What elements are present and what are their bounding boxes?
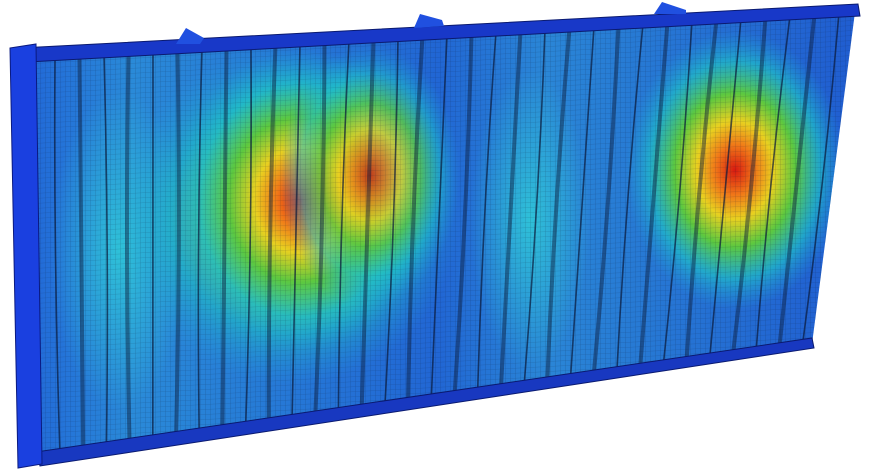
stiffener bbox=[53, 56, 61, 456]
stiffener bbox=[452, 33, 474, 398]
top-bracket bbox=[176, 28, 204, 44]
stiffener bbox=[384, 37, 399, 408]
stiffener bbox=[638, 22, 670, 370]
stiffener bbox=[498, 30, 523, 391]
stiffener bbox=[755, 15, 791, 353]
stiffener bbox=[197, 48, 203, 435]
stiffener bbox=[266, 44, 278, 425]
stiffener bbox=[125, 52, 132, 446]
left-column bbox=[9, 43, 43, 469]
stiffener bbox=[244, 45, 253, 428]
stiffener bbox=[220, 47, 229, 432]
stiffener bbox=[591, 25, 621, 377]
stiffener bbox=[406, 36, 425, 404]
stiffener bbox=[801, 12, 840, 346]
stiffener bbox=[730, 16, 768, 357]
stiffener bbox=[569, 26, 595, 380]
stiffener bbox=[476, 31, 497, 394]
stiffener bbox=[337, 40, 350, 415]
stiffener bbox=[545, 27, 572, 384]
stiffener bbox=[777, 13, 817, 350]
stiffener bbox=[616, 23, 644, 373]
stiffener bbox=[359, 38, 376, 411]
stiffener bbox=[430, 34, 448, 401]
top-bracket bbox=[414, 14, 444, 28]
stiffener bbox=[174, 49, 181, 439]
stiffener bbox=[684, 19, 719, 363]
stiffener bbox=[77, 55, 86, 452]
stiffener bbox=[103, 53, 109, 449]
stiffener bbox=[662, 20, 693, 367]
top-bracket bbox=[654, 2, 686, 14]
stiffener bbox=[291, 42, 301, 422]
stiffener bbox=[708, 18, 742, 360]
stiffener bbox=[313, 41, 327, 418]
stiffener bbox=[523, 29, 546, 387]
